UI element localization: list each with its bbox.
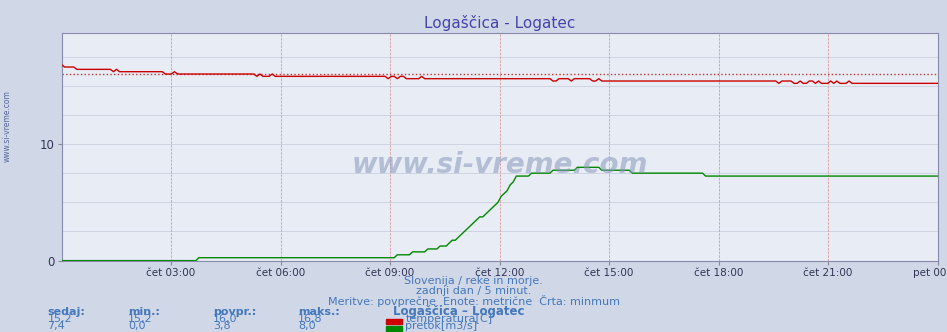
Text: Slovenija / reke in morje.: Slovenija / reke in morje.: [404, 276, 543, 286]
Text: 0,0: 0,0: [128, 321, 145, 331]
Text: Meritve: povprečne  Enote: metrične  Črta: minmum: Meritve: povprečne Enote: metrične Črta:…: [328, 295, 619, 307]
Text: Logaščica – Logatec: Logaščica – Logatec: [393, 305, 525, 318]
Text: www.si-vreme.com: www.si-vreme.com: [351, 151, 648, 179]
Text: 15,2: 15,2: [128, 314, 152, 324]
Text: 16,0: 16,0: [213, 314, 238, 324]
Title: Logaščica - Logatec: Logaščica - Logatec: [424, 15, 575, 31]
Text: maks.:: maks.:: [298, 307, 340, 317]
Text: temperatura[C]: temperatura[C]: [405, 314, 492, 324]
Text: 7,4: 7,4: [47, 321, 65, 331]
Text: 15,2: 15,2: [47, 314, 72, 324]
Text: zadnji dan / 5 minut.: zadnji dan / 5 minut.: [416, 286, 531, 296]
Text: www.si-vreme.com: www.si-vreme.com: [3, 90, 12, 162]
Text: sedaj:: sedaj:: [47, 307, 85, 317]
Text: pretok[m3/s]: pretok[m3/s]: [405, 321, 477, 331]
Text: povpr.:: povpr.:: [213, 307, 257, 317]
Text: 3,8: 3,8: [213, 321, 231, 331]
Text: 16,8: 16,8: [298, 314, 323, 324]
Text: min.:: min.:: [128, 307, 160, 317]
Text: 8,0: 8,0: [298, 321, 316, 331]
